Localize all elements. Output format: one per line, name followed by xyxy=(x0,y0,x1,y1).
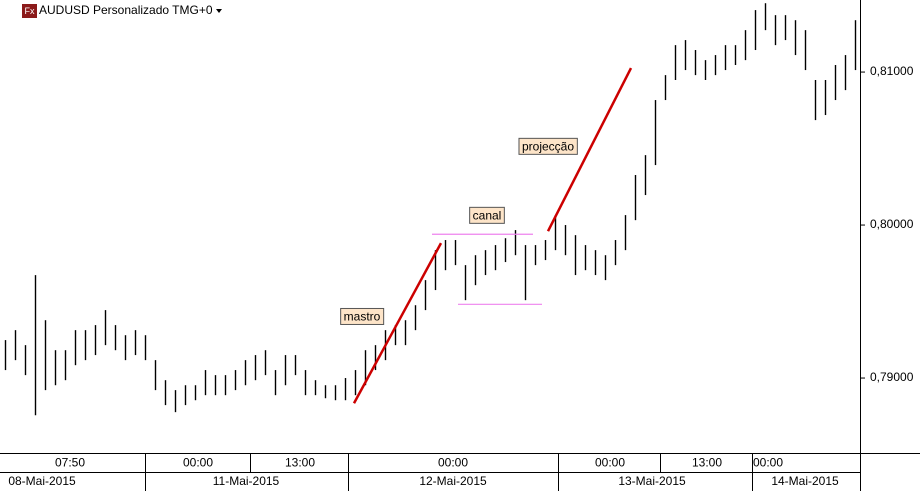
y-tick-label: 0,80000 xyxy=(870,217,914,231)
annotation-box xyxy=(518,137,578,155)
date-tick-label: 08-Mai-2015 xyxy=(8,474,76,488)
symbol-icon: Fx xyxy=(25,6,35,16)
x-tick-label: 13:00 xyxy=(692,456,722,470)
annotation: mastro xyxy=(340,307,385,325)
annotation: projecção xyxy=(518,137,578,155)
trend-line xyxy=(546,67,633,232)
annotation: canal xyxy=(469,206,505,224)
x-tick-label: 07:50 xyxy=(55,456,85,470)
annotation-label: mastro xyxy=(344,309,381,323)
dropdown-arrow[interactable] xyxy=(216,9,222,13)
date-tick-label: 13-Mai-2015 xyxy=(618,474,686,488)
time-separators xyxy=(145,453,753,491)
chart-title: AUDUSD Personalizado TMG+0 xyxy=(39,3,213,17)
date-tick-label: 14-Mai-2015 xyxy=(771,474,839,488)
y-tick-label: 0,81000 xyxy=(870,64,914,78)
annotation-label: canal xyxy=(473,208,502,222)
x-tick-label: 00:00 xyxy=(595,456,625,470)
x-tick-label: 13:00 xyxy=(285,456,315,470)
x-tick-label: 00:00 xyxy=(753,456,783,470)
trend-line xyxy=(352,242,443,404)
annotation-box xyxy=(469,206,505,224)
annotation-label: projecção xyxy=(522,139,574,153)
symbol-icon-box xyxy=(22,4,37,18)
annotation-box xyxy=(340,307,385,325)
date-tick-label: 11-Mai-2015 xyxy=(213,474,280,488)
x-tick-label: 00:00 xyxy=(438,456,468,470)
x-tick-label: 00:00 xyxy=(183,456,213,470)
date-tick-label: 12-Mai-2015 xyxy=(419,474,487,488)
y-tick-label: 0,79000 xyxy=(870,370,914,384)
